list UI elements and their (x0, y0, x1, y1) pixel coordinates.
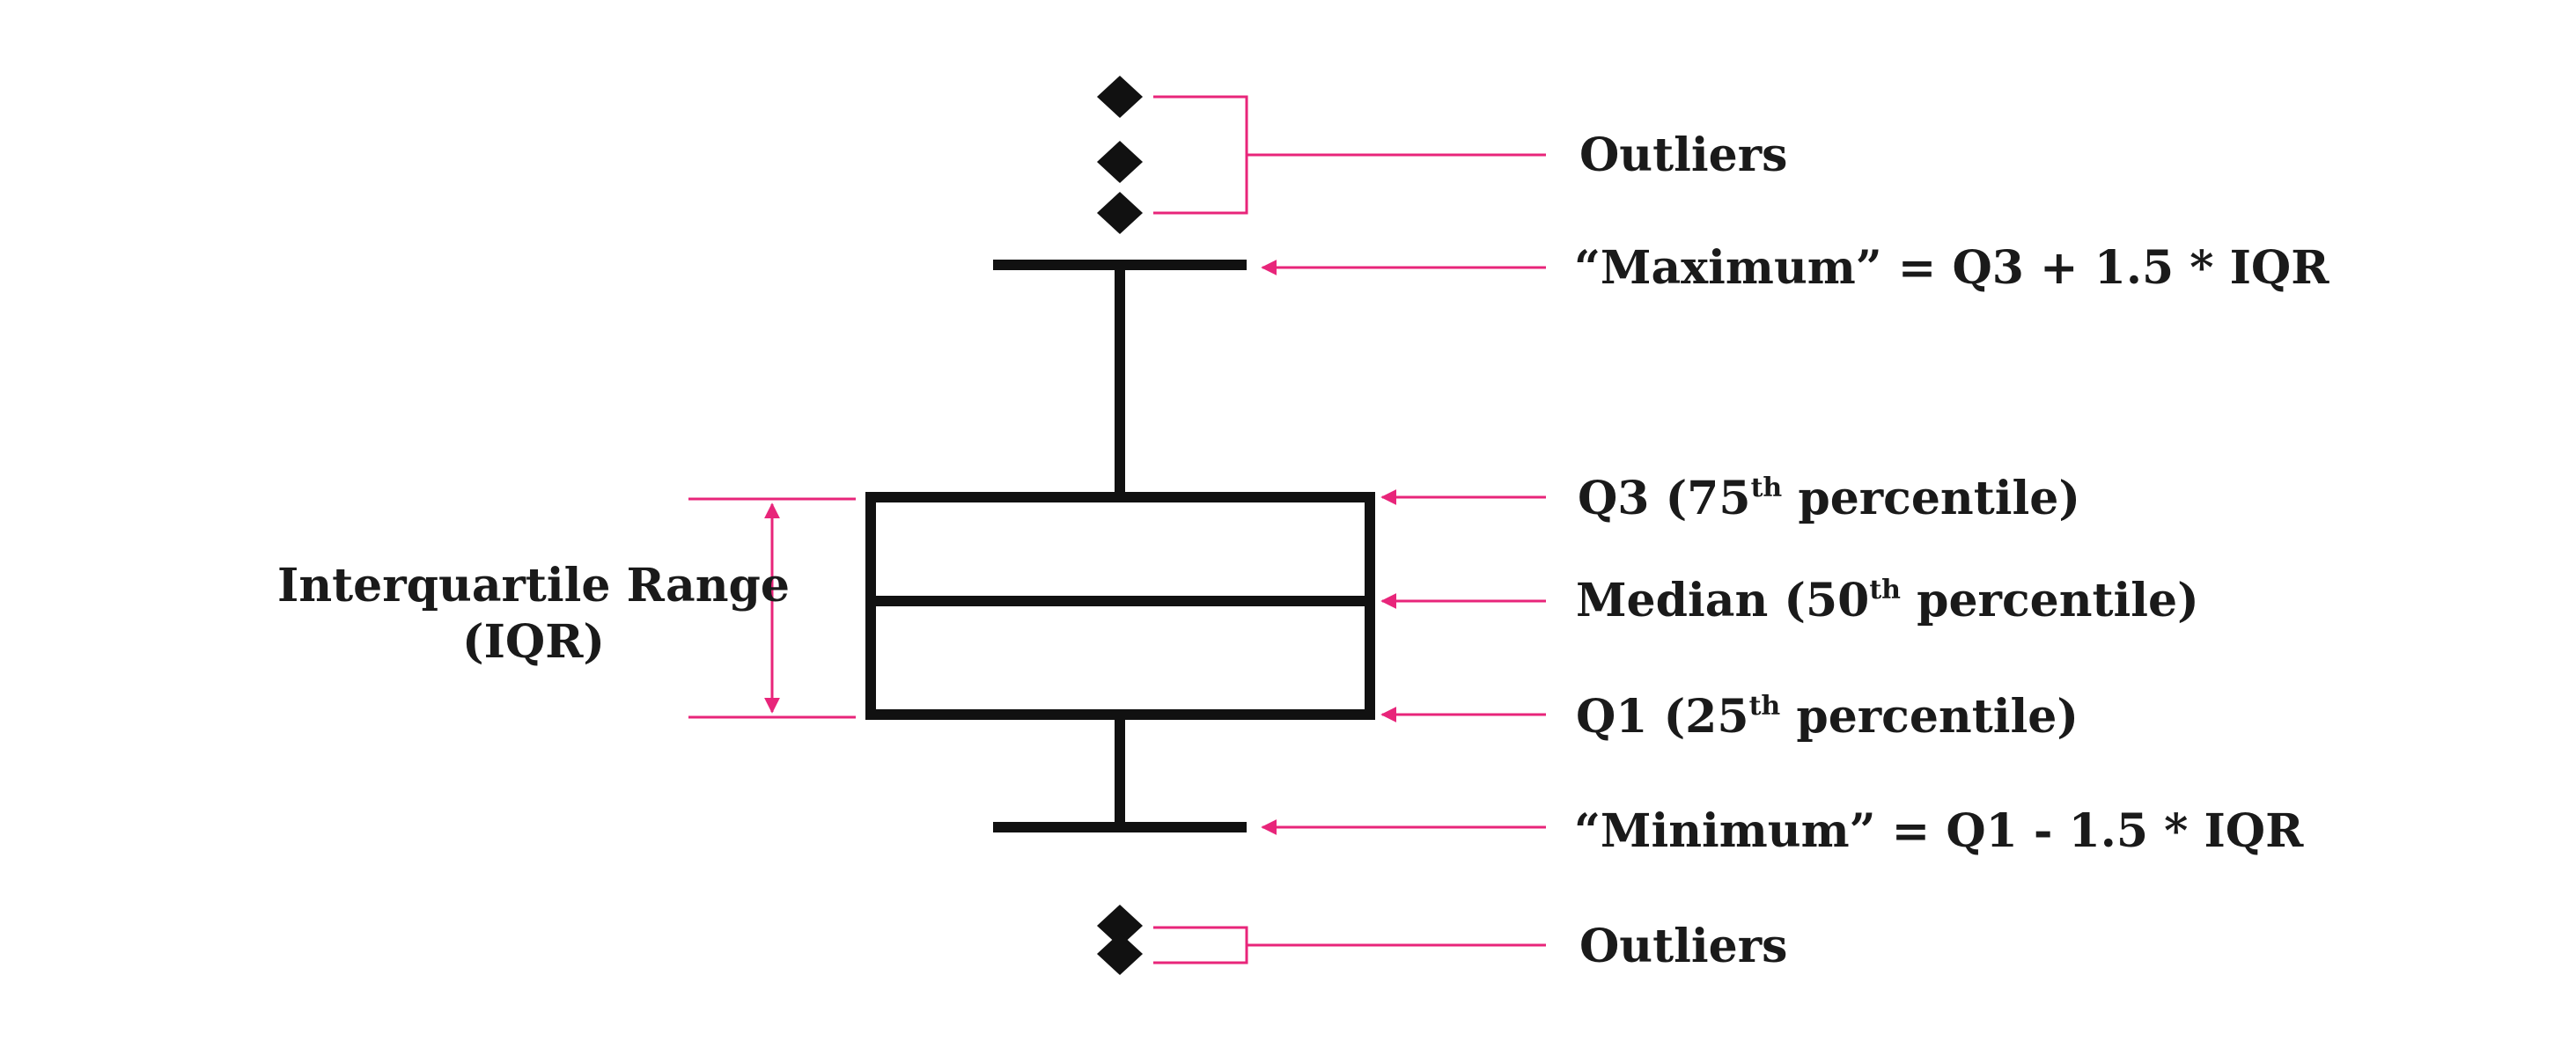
outlier-diamond-marker (1097, 192, 1143, 234)
minimum-label: “Minimum” = Q1 - 1.5 * IQR (1574, 804, 2304, 858)
median-label-prefix: Median (50 (1576, 574, 1869, 627)
maximum-label: “Maximum” = Q3 + 1.5 * IQR (1574, 241, 2329, 295)
bottom-outliers-bracket (1153, 926, 1248, 964)
top-outliers (1097, 76, 1143, 234)
q3-label-sup: th (1751, 473, 1783, 503)
box-plot (865, 260, 1375, 832)
outlier-diamond-marker (1097, 76, 1143, 118)
outliers-top-label: Outliers (1579, 128, 1787, 182)
median-label-sup: th (1869, 575, 1901, 605)
median-label: Median (50th percentile) (1576, 574, 2199, 627)
iqr-label-line1: Interquartile Range (277, 559, 790, 612)
outliers-bottom-label: Outliers (1579, 920, 1787, 973)
median-label-suffix: percentile) (1901, 574, 2199, 627)
q1-label-prefix: Q1 (25 (1576, 690, 1749, 744)
outlier-diamond-marker (1097, 905, 1143, 947)
outlier-diamond-marker (1097, 933, 1143, 975)
q3-label: Q3 (75th percentile) (1578, 472, 2080, 525)
q3-label-prefix: Q3 (75 (1578, 472, 1751, 525)
q1-label-suffix: percentile) (1780, 690, 2079, 744)
outlier-diamond-marker (1097, 141, 1143, 183)
top-outliers-bracket (1153, 95, 1248, 215)
q1-label: Q1 (25th percentile) (1576, 690, 2079, 744)
annotations (688, 95, 1546, 964)
q3-label-suffix: percentile) (1782, 472, 2080, 525)
iqr-label-line2: (IQR) (462, 615, 605, 669)
bottom-outliers (1097, 905, 1143, 975)
q1-label-sup: th (1749, 691, 1781, 722)
